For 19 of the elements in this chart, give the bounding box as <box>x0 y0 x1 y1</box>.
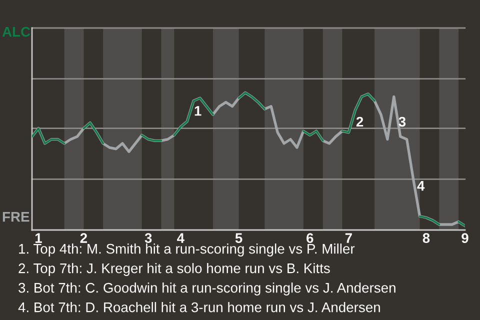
annotation: 4 <box>417 181 425 191</box>
x-tick-label: 3 <box>144 233 152 243</box>
annotation: 2 <box>356 116 364 127</box>
text: FRE <box>2 212 30 222</box>
text: 3. Bot 7th: C. Goodwin hit a run-scoring single vs J. Andersen <box>18 282 396 296</box>
annotation: 1 <box>194 106 202 116</box>
x-tick-label: 6 <box>306 233 314 243</box>
text: 4. Bot 7th: D. Roachell hit a 3-run home run vs J. Andersen <box>18 302 380 312</box>
text: ALC <box>2 26 30 37</box>
x-tick-label: 5 <box>235 233 242 243</box>
annotation: 3 <box>398 116 406 127</box>
x-tick-label: 8 <box>422 233 430 243</box>
x-tick-label: 1 <box>35 233 42 243</box>
text: 1. Top 4th: M. Smith hit a run-scoring single vs P. Miller <box>19 244 355 256</box>
text: 2. Top 7th: J. Kreger hit a solo home run vs B. Kitts <box>18 263 330 276</box>
x-tick-label: 4 <box>176 233 184 243</box>
x-tick-label: 7 <box>345 233 352 243</box>
x-tick-label: 2 <box>80 233 88 243</box>
x-tick-label: 9 <box>462 233 468 243</box>
